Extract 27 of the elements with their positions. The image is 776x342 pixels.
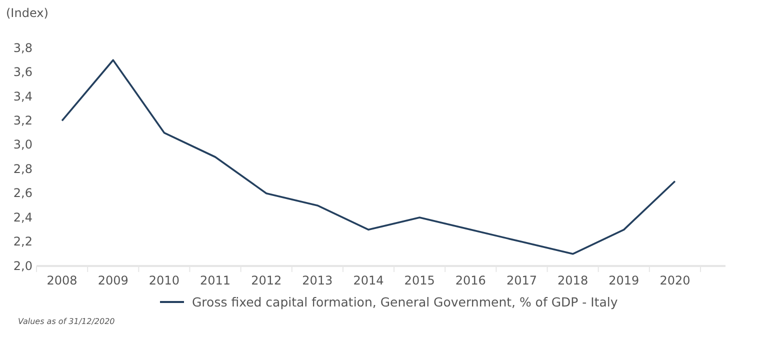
x-tick-label: 2013 (302, 274, 333, 288)
y-tick-label: 3,0 (13, 138, 32, 152)
x-tick-label: 2009 (98, 274, 128, 288)
x-tick-label: 2008 (46, 274, 78, 288)
y-axis-title: (Index) (6, 6, 48, 20)
y-tick-label: 3,6 (13, 65, 32, 80)
x-tick-label: 2015 (404, 274, 435, 288)
text: Values as of 31/12/2020 (18, 317, 115, 326)
x-tick-label: 2012 (251, 274, 282, 288)
y-tick-label: 2,8 (13, 162, 32, 176)
y-tick-label: 2,0 (13, 258, 32, 273)
x-tick-label: 2017 (506, 274, 538, 288)
x-tick-label: 2011 (200, 274, 231, 288)
y-tick-label: 2,4 (13, 210, 32, 224)
x-tick-label: 2018 (558, 274, 588, 288)
y-tick-label: 3,2 (13, 114, 32, 128)
x-tick-label: 2016 (455, 274, 486, 288)
x-tick-label: 2020 (660, 274, 690, 288)
x-tick-label: 2019 (608, 274, 640, 288)
x-tick-label: 2014 (353, 274, 384, 288)
legend-label: Gross fixed capital formation, General Government, % of GDP - Italy (192, 294, 618, 310)
line-series (61, 59, 676, 255)
y-tick-label: 3,8 (13, 40, 32, 55)
x-tick-label: 2010 (148, 274, 180, 288)
y-tick-label: 3,4 (13, 89, 32, 104)
y-tick-label: 2,2 (13, 234, 32, 249)
y-tick-label: 2,6 (13, 186, 32, 200)
